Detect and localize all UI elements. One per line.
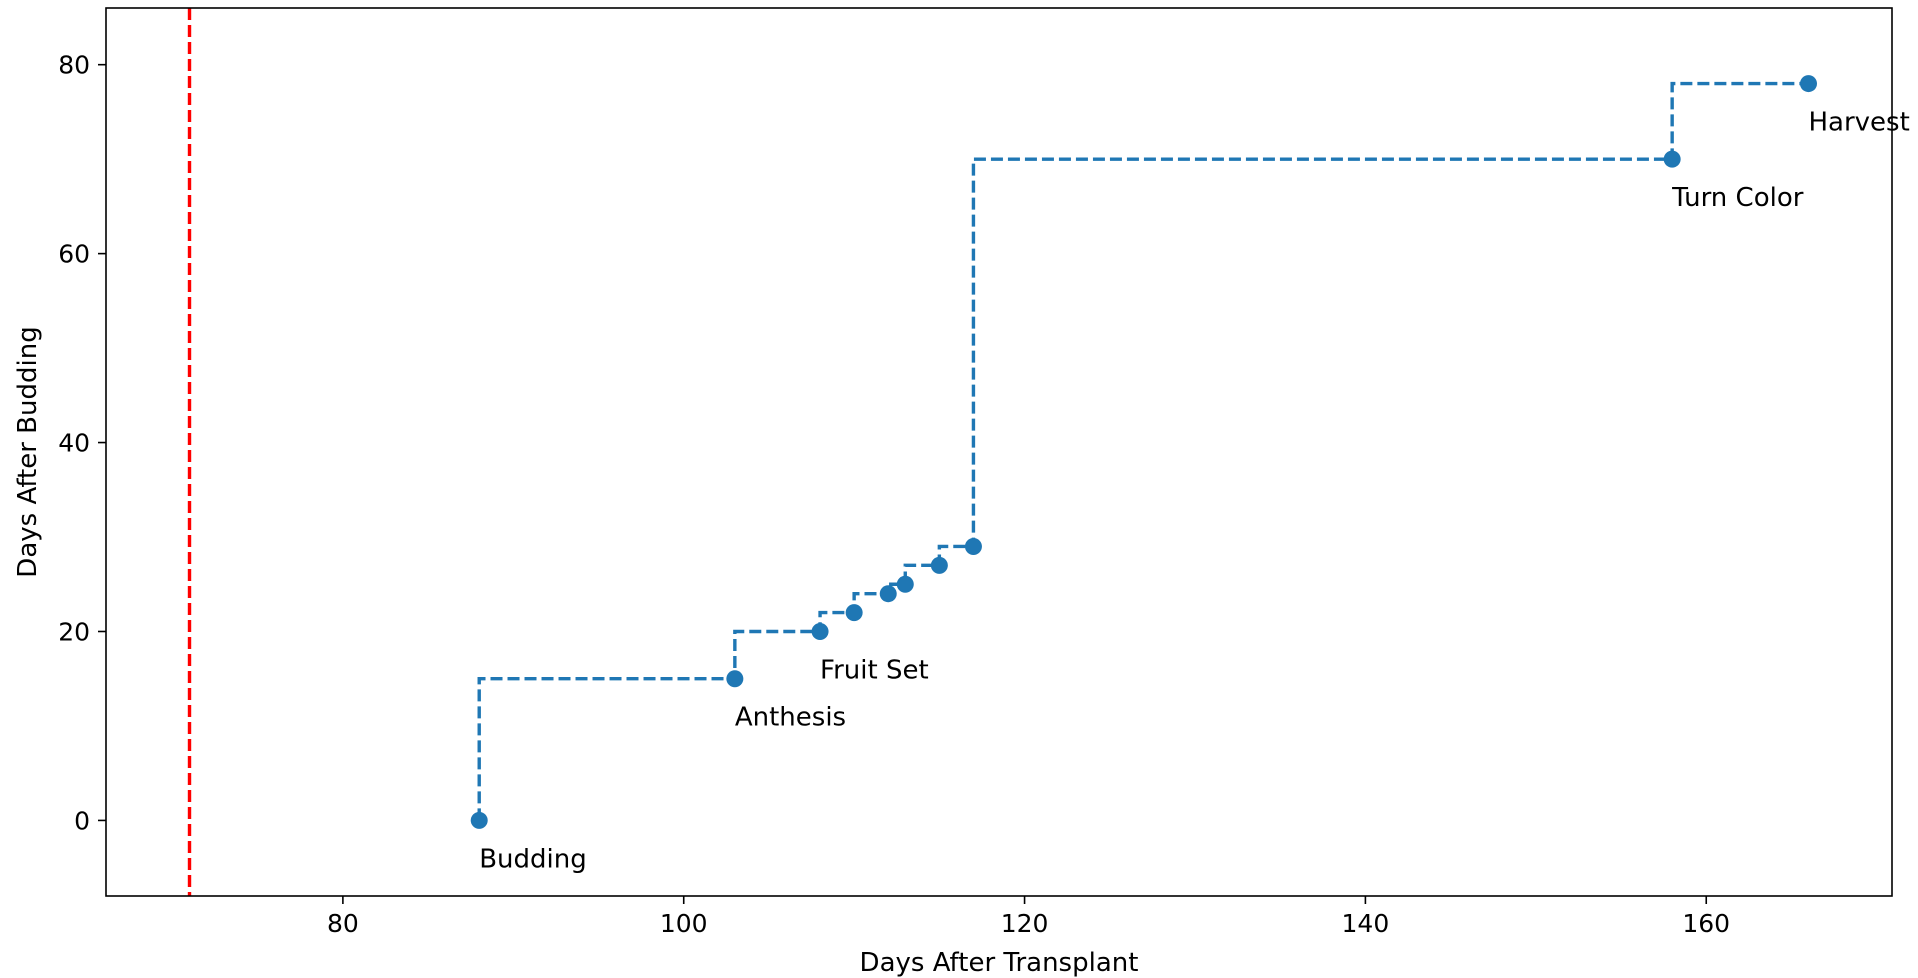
x-tick-label: 80 <box>327 909 359 938</box>
x-tick-label: 100 <box>660 909 708 938</box>
data-point <box>930 556 948 574</box>
point-label: Anthesis <box>735 703 846 733</box>
point-labels: Budding Anthesis Fruit Set Turn Color Harves… <box>479 108 1910 875</box>
x-tick-label: 160 <box>1682 909 1730 938</box>
data-point <box>1799 75 1817 93</box>
point-label: Turn Color <box>1671 183 1804 213</box>
y-tick-label: 20 <box>58 617 90 646</box>
series-lines <box>477 81 1809 821</box>
x-axis-label: Days After Transplant <box>860 948 1139 978</box>
data-point <box>470 811 488 829</box>
y-tick-label: 80 <box>58 51 90 80</box>
point-label: Fruit Set <box>820 655 929 685</box>
y-axis-label: Days After Budding <box>13 326 43 577</box>
data-point <box>964 537 982 555</box>
data-point <box>879 585 897 603</box>
data-point <box>726 670 744 688</box>
data-point <box>896 575 914 593</box>
data-point <box>811 622 829 640</box>
x-axis-ticks: 80 100 120 140 160 <box>327 896 1730 938</box>
y-tick-label: 0 <box>74 806 90 835</box>
x-tick-label: 120 <box>1001 909 1049 938</box>
data-points <box>470 75 1817 829</box>
y-tick-label: 60 <box>58 240 90 269</box>
point-label: Harvest <box>1808 108 1909 138</box>
y-tick-label: 40 <box>58 429 90 458</box>
series-step-line <box>477 81 1809 821</box>
data-point <box>845 604 863 622</box>
data-point <box>1663 150 1681 168</box>
plot-frame <box>105 7 1893 897</box>
point-label: Budding <box>479 844 587 874</box>
y-axis-ticks: 0 20 40 60 80 <box>58 51 106 835</box>
x-tick-label: 140 <box>1342 909 1390 938</box>
